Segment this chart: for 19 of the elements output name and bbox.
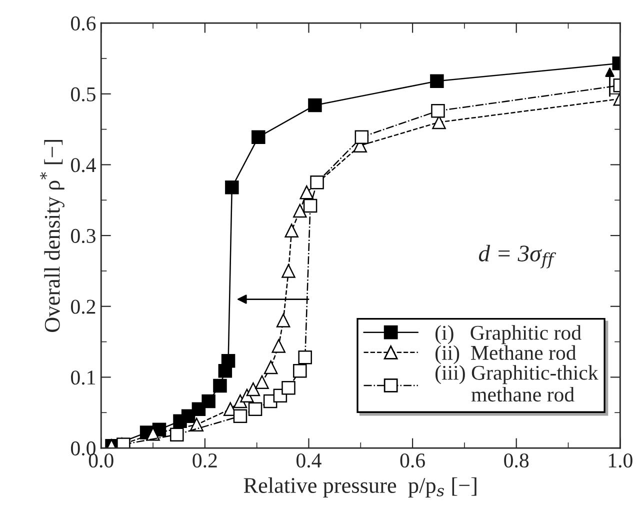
annotation: d = 3σ$_{ff}$ xyxy=(478,244,556,268)
y-tick-label: 0.1 xyxy=(71,370,96,385)
legend-label: (iii) Graphitic-thick methane rod xyxy=(436,365,598,402)
legend-label: (ii) Methane rod xyxy=(436,345,576,364)
y-axis-title: Overall density ρ$^{*}$ [−] xyxy=(40,140,64,332)
x-tick-label: 1.0 xyxy=(608,453,632,468)
x-axis-title: Relative pressure p/p$_{s}$ [−] xyxy=(244,477,476,498)
y-tick-label: 0.0 xyxy=(71,441,96,456)
y-tick-label: 0.5 xyxy=(71,87,96,102)
x-tick-label: 0.0 xyxy=(88,453,114,468)
y-tick-label: 0.6 xyxy=(71,16,96,31)
y-tick-label: 0.2 xyxy=(71,300,96,314)
x-tick-label: 0.4 xyxy=(296,453,322,468)
y-tick-label: 0.4 xyxy=(71,158,96,172)
x-tick-label: 0.8 xyxy=(504,453,529,468)
legend-label: (i) Graphitic rod xyxy=(436,325,582,344)
x-tick-label: 0.2 xyxy=(192,453,217,468)
x-tick-label: 0.6 xyxy=(400,453,425,468)
y-tick-label: 0.3 xyxy=(71,228,96,244)
